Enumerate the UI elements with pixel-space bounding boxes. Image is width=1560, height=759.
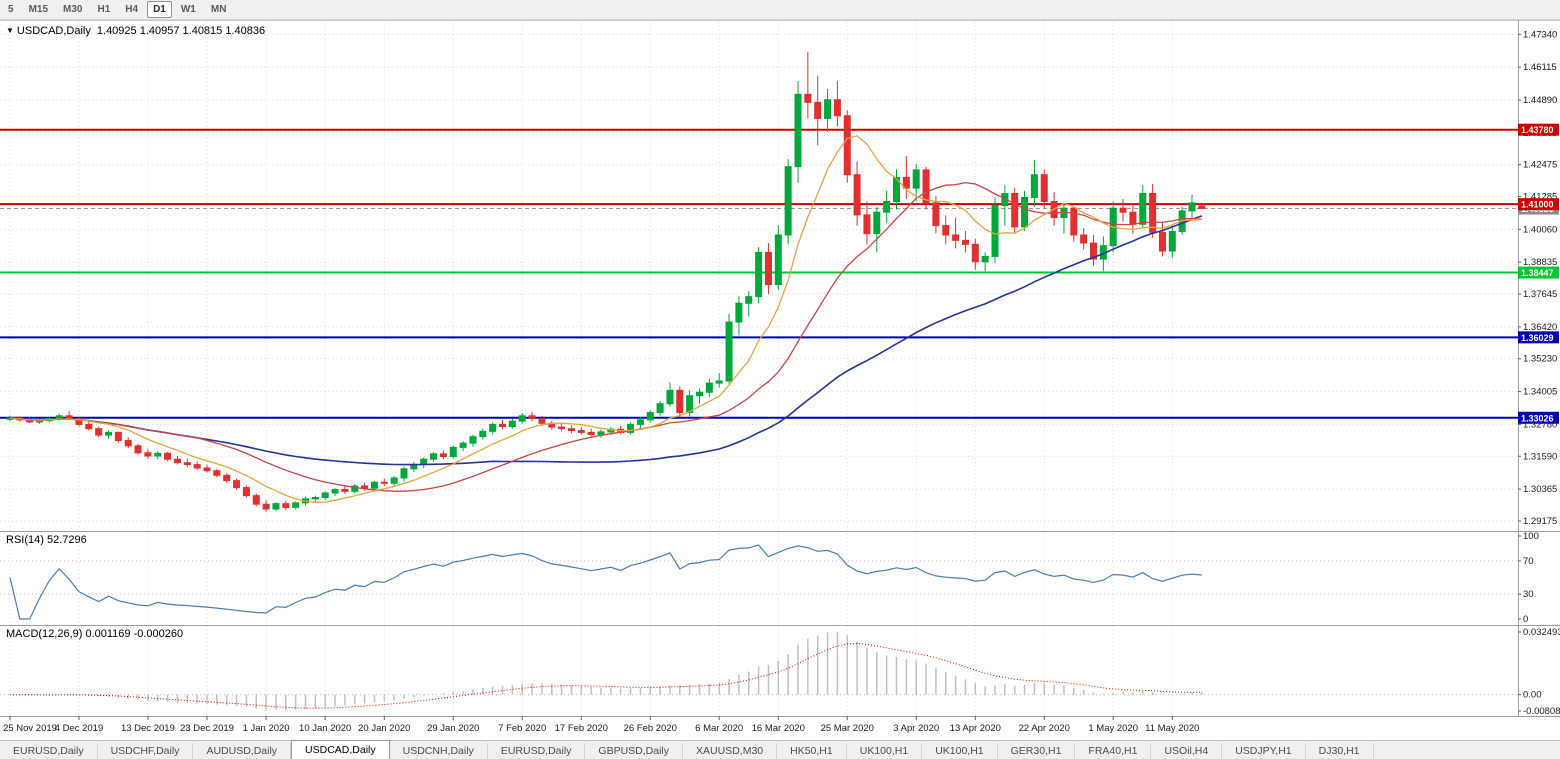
rsi-pane bbox=[0, 544, 1518, 620]
timeframe-button-m15[interactable]: M15 bbox=[28, 4, 49, 15]
candlestick-series bbox=[6, 52, 1206, 512]
chart-tab-uk100-h1[interactable]: UK100,H1 bbox=[847, 743, 923, 759]
timeframe-button-h1[interactable]: H1 bbox=[97, 4, 111, 15]
svg-text:1.36029: 1.36029 bbox=[1521, 333, 1554, 343]
date-tick-label: 4 Dec 2019 bbox=[55, 723, 104, 734]
macd-histogram bbox=[19, 631, 1203, 710]
date-tick-label: 11 May 2020 bbox=[1145, 723, 1199, 734]
price-tick-label: 1.29175 bbox=[1523, 516, 1557, 527]
level-price-badge: 1.36029 bbox=[1518, 331, 1559, 344]
price-tick-label: 1.32780 bbox=[1523, 419, 1557, 430]
price-tick-label: 1.46115 bbox=[1523, 62, 1557, 73]
date-tick-label: 10 Jan 2020 bbox=[299, 723, 351, 734]
price-tick-label: 1.36420 bbox=[1523, 322, 1557, 333]
chart-collapse-icon[interactable]: ▼ bbox=[6, 26, 14, 35]
svg-text:1.43780: 1.43780 bbox=[1521, 125, 1554, 135]
chart-tab-usdchf-daily[interactable]: USDCHF,Daily bbox=[98, 743, 194, 759]
rsi-indicator-label: RSI(14) 52.7296 bbox=[6, 534, 87, 546]
date-tick-label: 1 Jan 2020 bbox=[243, 723, 290, 734]
macd-signal-line bbox=[10, 642, 1202, 709]
price-tick-label: 1.40060 bbox=[1523, 224, 1557, 235]
date-tick-label: 13 Apr 2020 bbox=[950, 723, 1001, 734]
chart-tab-hk50-h1[interactable]: HK50,H1 bbox=[777, 743, 847, 759]
chart-tab-gbpusd-daily[interactable]: GBPUSD,Daily bbox=[585, 743, 684, 759]
date-tick-label: 20 Jan 2020 bbox=[358, 723, 410, 734]
ma-slow-line bbox=[9, 215, 1203, 466]
price-tick-label: 1.34005 bbox=[1523, 387, 1557, 398]
date-tick-label: 25 Mar 2020 bbox=[821, 723, 874, 734]
rsi-tick-label: 0 bbox=[1523, 614, 1528, 625]
level-price-badge: 1.38447 bbox=[1518, 266, 1559, 279]
pane-separators bbox=[0, 20, 1560, 717]
price-tick-label: 1.41285 bbox=[1523, 192, 1557, 203]
date-tick-label: 7 Feb 2020 bbox=[498, 723, 546, 734]
timeframe-button-mn[interactable]: MN bbox=[210, 4, 227, 15]
chart-tab-dj30-h1[interactable]: DJ30,H1 bbox=[1306, 743, 1374, 759]
price-tick-label: 1.37645 bbox=[1523, 289, 1557, 300]
date-tick-label: 1 May 2020 bbox=[1088, 723, 1138, 734]
level-price-badge: 1.43780 bbox=[1518, 123, 1559, 136]
timeframe-toolbar: 5 M15 M30 H1 H4 D1 W1 MN bbox=[0, 0, 1560, 20]
chart-tab-usdcnh-daily[interactable]: USDCNH,Daily bbox=[390, 743, 488, 759]
timeframe-button-d1[interactable]: D1 bbox=[147, 1, 172, 18]
chart-tab-ger30-h1[interactable]: GER30,H1 bbox=[998, 743, 1076, 759]
price-tick-label: 1.30365 bbox=[1523, 484, 1557, 495]
rsi-line bbox=[9, 544, 1202, 620]
chart-tab-audusd-daily[interactable]: AUDUSD,Daily bbox=[193, 743, 292, 759]
date-tick-label: 26 Feb 2020 bbox=[624, 723, 677, 734]
chart-tab-usdjpy-h1[interactable]: USDJPY,H1 bbox=[1222, 743, 1306, 759]
price-tick-label: 1.38835 bbox=[1523, 257, 1557, 268]
date-tick-label: 23 Dec 2019 bbox=[180, 723, 234, 734]
rsi-tick-label: 30 bbox=[1523, 589, 1534, 600]
timeframe-button-w1[interactable]: W1 bbox=[180, 4, 196, 15]
timeframe-button-m30[interactable]: M30 bbox=[63, 4, 83, 15]
symbol-name: USDCAD,Daily bbox=[16, 25, 91, 37]
chart-tabs-bar: EURUSD,Daily USDCHF,Daily AUDUSD,Daily USDC… bbox=[0, 740, 1560, 759]
date-tick-label: 6 Mar 2020 bbox=[695, 723, 743, 734]
macd-pane bbox=[0, 631, 1518, 710]
macd-tick-label: 0.00 bbox=[1523, 690, 1542, 701]
price-tick-label: 1.47340 bbox=[1523, 29, 1557, 40]
date-tick-label: 16 Mar 2020 bbox=[752, 723, 805, 734]
svg-text:1.38447: 1.38447 bbox=[1521, 268, 1554, 278]
chart-symbol-label: ▼ USDCAD,Daily 1.40925 1.40957 1.40815 1.4… bbox=[6, 25, 265, 37]
grid-lines bbox=[0, 22, 1518, 716]
timeframe-button-h4[interactable]: H4 bbox=[125, 4, 139, 15]
chart-tab-usoil-h4[interactable]: USOil,H4 bbox=[1151, 743, 1223, 759]
rsi-tick-label: 70 bbox=[1523, 556, 1534, 567]
timeframe-button-5[interactable]: 5 bbox=[8, 4, 14, 15]
chart-area: 1.473401.461151.448901.436651.424751.412… bbox=[0, 20, 1560, 740]
ma-fast-line bbox=[9, 135, 1202, 504]
ohlc-values: 1.40925 1.40957 1.40815 1.40836 bbox=[96, 25, 266, 37]
chart-tab-uk100-h1[interactable]: UK100,H1 bbox=[922, 743, 998, 759]
chart-tab-usdcad-daily[interactable]: USDCAD,Daily bbox=[291, 740, 390, 759]
macd-axis: 0.032493 0.00 -0.00808 bbox=[1518, 627, 1560, 717]
macd-tick-label: 0.032493 bbox=[1523, 627, 1560, 638]
date-tick-label: 3 Apr 2020 bbox=[893, 723, 939, 734]
date-tick-label: 22 Apr 2020 bbox=[1019, 723, 1070, 734]
level-price-badge: 1.33026 bbox=[1518, 411, 1559, 424]
chart-canvas[interactable]: 1.473401.461151.448901.436651.424751.412… bbox=[0, 20, 1560, 740]
date-tick-label: 17 Feb 2020 bbox=[555, 723, 608, 734]
svg-text:1.41000: 1.41000 bbox=[1521, 200, 1554, 210]
price-tick-label: 1.31590 bbox=[1523, 451, 1557, 462]
rsi-axis: 100 70 30 0 bbox=[1518, 531, 1539, 625]
macd-indicator-label: MACD(12,26,9) 0.001169 -0.000260 bbox=[6, 628, 184, 640]
rsi-tick-label: 100 bbox=[1523, 531, 1539, 542]
date-tick-label: 25 Nov 2019 bbox=[3, 723, 57, 734]
level-price-badge: 1.41000 bbox=[1518, 198, 1559, 211]
price-tick-label: 1.35230 bbox=[1523, 354, 1557, 365]
date-tick-label: 29 Jan 2020 bbox=[427, 723, 479, 734]
price-tick-label: 1.42475 bbox=[1523, 160, 1557, 171]
chart-tab-eurusd-daily[interactable]: EURUSD,Daily bbox=[488, 743, 586, 759]
svg-text:1.33026: 1.33026 bbox=[1521, 413, 1554, 423]
ma-mid-line bbox=[9, 181, 1202, 492]
chart-tab-xauusd-m30[interactable]: XAUUSD,M30 bbox=[683, 743, 778, 759]
macd-tick-label: -0.00808 bbox=[1523, 706, 1560, 717]
price-tick-label: 1.44890 bbox=[1523, 95, 1557, 106]
date-tick-label: 13 Dec 2019 bbox=[121, 723, 175, 734]
chart-tab-fra40-h1[interactable]: FRA40,H1 bbox=[1075, 743, 1152, 759]
chart-tab-eurusd-daily[interactable]: EURUSD,Daily bbox=[0, 743, 98, 759]
